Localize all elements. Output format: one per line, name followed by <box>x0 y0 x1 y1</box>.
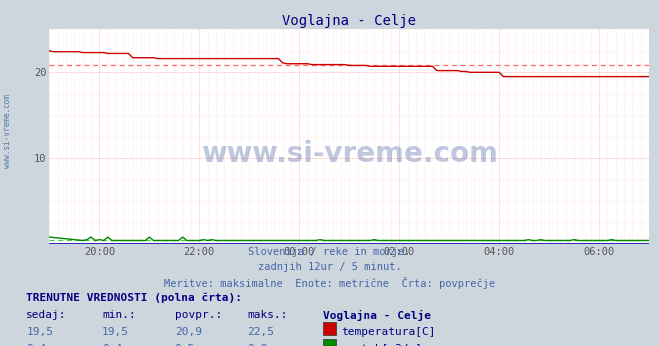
Text: TRENUTNE VREDNOSTI (polna črta):: TRENUTNE VREDNOSTI (polna črta): <box>26 292 243 303</box>
Text: 22,5: 22,5 <box>247 327 274 337</box>
Text: 0,4: 0,4 <box>102 344 123 346</box>
Text: www.si-vreme.com: www.si-vreme.com <box>3 94 13 169</box>
Text: 0,5: 0,5 <box>175 344 195 346</box>
Text: 19,5: 19,5 <box>102 327 129 337</box>
Text: min.:: min.: <box>102 310 136 320</box>
Text: temperatura[C]: temperatura[C] <box>341 327 436 337</box>
Text: sedaj:: sedaj: <box>26 310 67 320</box>
Text: povpr.:: povpr.: <box>175 310 222 320</box>
Text: zadnjih 12ur / 5 minut.: zadnjih 12ur / 5 minut. <box>258 262 401 272</box>
Title: Voglajna - Celje: Voglajna - Celje <box>282 14 416 28</box>
Text: 20,9: 20,9 <box>175 327 202 337</box>
Text: Voglajna - Celje: Voglajna - Celje <box>323 310 431 321</box>
Text: maks.:: maks.: <box>247 310 287 320</box>
Text: www.si-vreme.com: www.si-vreme.com <box>201 140 498 168</box>
Text: 0,8: 0,8 <box>247 344 268 346</box>
Text: 0,4: 0,4 <box>26 344 47 346</box>
Text: 19,5: 19,5 <box>26 327 53 337</box>
Text: pretok[m3/s]: pretok[m3/s] <box>341 344 422 346</box>
Text: Meritve: maksimalne  Enote: metrične  Črta: povprečje: Meritve: maksimalne Enote: metrične Črta… <box>164 277 495 289</box>
Text: Slovenija / reke in morje.: Slovenija / reke in morje. <box>248 247 411 257</box>
